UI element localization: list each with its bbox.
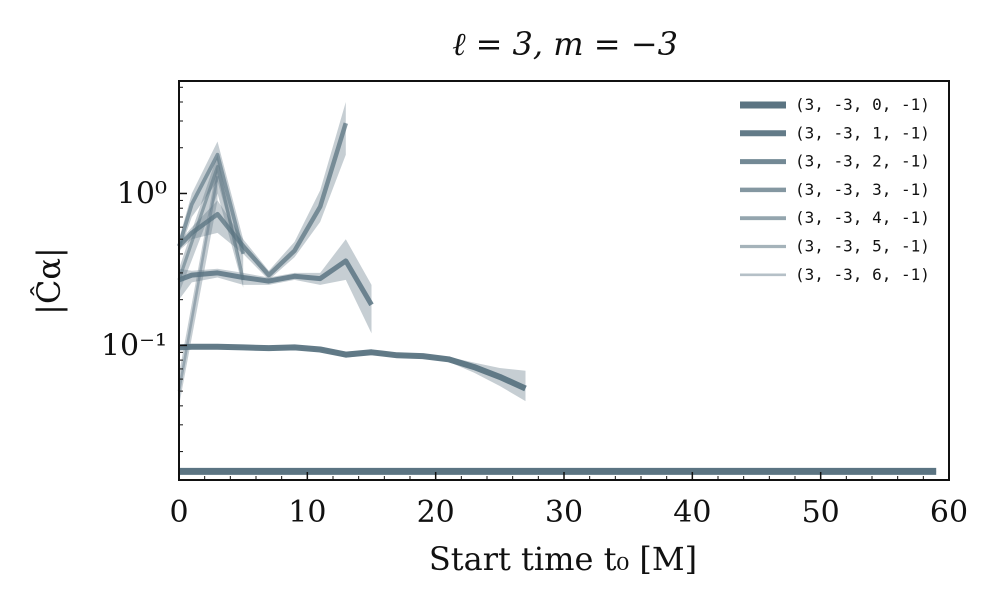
x-tick-label: 10 (288, 495, 326, 530)
line-series-1 (178, 343, 527, 392)
line-series-4 (177, 152, 246, 255)
legend-label: (3, -3, 2, -1) (795, 152, 930, 171)
x-axis-title: Start time t₀ [M] (429, 540, 697, 578)
legend-label: (3, -3, 4, -1) (795, 208, 930, 227)
chart-title: ℓ = 3, m = −3 (452, 25, 678, 63)
band-series-2 (179, 239, 372, 334)
legend: (3, -3, 0, -1) (3, -3, 1, -1) (3, -3, 2, -… (740, 95, 930, 284)
x-tick-label: 0 (169, 495, 188, 530)
x-tick-label: 50 (802, 495, 840, 530)
x-axis: 0 10 20 30 40 50 60 (169, 472, 968, 530)
legend-label: (3, -3, 1, -1) (795, 123, 930, 142)
x-tick-label: 40 (673, 495, 711, 530)
y-tick-label: 10⁻¹ (101, 328, 167, 363)
line-series-5 (177, 165, 245, 281)
legend-label: (3, -3, 5, -1) (795, 237, 930, 256)
legend-label: (3, -3, 3, -1) (795, 180, 930, 199)
y-tick-label: 10⁰ (117, 176, 167, 211)
line-series-2 (178, 258, 374, 307)
line-series-6 (177, 175, 219, 392)
x-tick-label: 30 (545, 495, 583, 530)
legend-label: (3, -3, 0, -1) (795, 95, 930, 114)
x-tick-label: 20 (417, 495, 455, 530)
series-lines (177, 122, 937, 475)
y-axis-title: |Ĉα| (30, 247, 68, 315)
x-tick-label: 60 (930, 495, 968, 530)
legend-label: (3, -3, 6, -1) (795, 265, 930, 284)
y-axis: 10⁰ 10⁻¹ (101, 86, 187, 453)
